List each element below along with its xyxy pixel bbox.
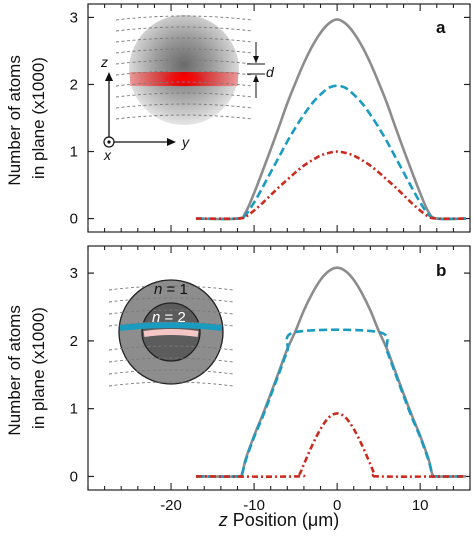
y-tick-label-a-2: 2 <box>70 76 78 93</box>
lattice-line-a-6 <box>115 81 253 87</box>
lattice-line-b-3 <box>108 321 234 327</box>
spacing-label: d <box>266 64 275 80</box>
y-tick-label-a-1: 1 <box>70 144 78 161</box>
lattice-line-b-6 <box>108 369 234 375</box>
inner-core-label-value: = 2 <box>160 309 185 326</box>
lattice-line-b-2 <box>108 309 234 315</box>
series-b-1 <box>195 328 466 478</box>
lattice-line-b-4 <box>108 345 234 351</box>
panel-b-ticks: 0 1 2 3 -20 -10 0 10 <box>70 246 471 514</box>
y-axis-label: y <box>181 134 190 150</box>
z-arrowhead-icon <box>105 72 113 81</box>
inner-core-label-var: n <box>152 309 160 326</box>
x-axis-dot-icon <box>107 140 111 144</box>
z-axis-label: z <box>100 54 108 70</box>
panel-b-letter: b <box>436 261 446 280</box>
lattice-line-a-0 <box>115 15 253 21</box>
x-tick-label-1: -10 <box>243 497 265 514</box>
lattice-line-a-9 <box>115 114 253 120</box>
panel-b-series <box>195 266 466 479</box>
lattice-line-a-8 <box>115 103 253 109</box>
panel-a-letter: a <box>436 18 446 37</box>
panel-b: 0 1 2 3 -20 -10 0 10 b Number of atoms in plane… <box>5 245 471 530</box>
spacing-arrowhead-down-icon <box>253 56 259 63</box>
series-a-2 <box>195 150 466 221</box>
lattice-line-a-7 <box>115 92 253 98</box>
lattice-line-a-5 <box>115 70 253 76</box>
lattice-line-b-1 <box>108 297 234 303</box>
panel-a-series <box>195 18 466 221</box>
y-tick-label-b-3: 3 <box>70 265 78 282</box>
y-tick-label-b-0: 0 <box>70 468 78 485</box>
y-tick-label-a-0: 0 <box>70 211 78 228</box>
inset-cloud: z y x d <box>100 15 275 163</box>
x-axis-label: x <box>103 147 112 163</box>
cloud-sphere <box>129 15 239 125</box>
outer-shell-label-value: = 1 <box>162 281 187 298</box>
pink-plane <box>143 329 199 337</box>
panel-b-ylabel: Number of atoms in plane (x1000) <box>5 300 48 435</box>
inner-core-label: n = 2 <box>152 309 186 326</box>
panel-a-ylabel-line1: Number of atoms <box>5 55 24 185</box>
panel-b-ylabel-line1: Number of atoms <box>5 305 24 435</box>
x-axis-title: z Position (μm) <box>218 510 339 530</box>
spacing-arrowhead-up-icon <box>253 75 259 82</box>
series-a-1 <box>195 84 466 221</box>
lattice-line-b-5 <box>108 357 234 363</box>
lattice-lines <box>115 15 253 120</box>
x-tick-label-3: 10 <box>412 497 429 514</box>
blue-plane <box>119 322 223 331</box>
y-arrowhead-icon <box>167 138 176 146</box>
lattice-line-a-4 <box>115 59 253 65</box>
y-tick-label-a-3: 3 <box>70 9 78 26</box>
y-tick-label-b-1: 1 <box>70 401 78 418</box>
cloud-red-center <box>162 71 206 87</box>
panel-a-ylabel: Number of atoms in plane (x1000) <box>5 50 48 185</box>
panel-a-frame <box>87 3 471 233</box>
lattice-line-a-2 <box>115 37 253 43</box>
series-b-2 <box>195 412 466 478</box>
lattice-line-b-7 <box>108 381 234 387</box>
series-b-0 <box>195 266 466 479</box>
y-tick-label-b-2: 2 <box>70 333 78 350</box>
panel-a-ylabel-line2: in plane (x1000) <box>29 57 48 179</box>
panel-b-frame <box>87 245 471 491</box>
x-tick-label-2: 0 <box>333 497 341 514</box>
x-tick-label-0: -20 <box>160 497 182 514</box>
outer-shell-label-var: n <box>154 281 162 298</box>
inset-shells: n = 1 n = 2 <box>108 279 234 387</box>
lattice-line-a-3 <box>115 48 253 54</box>
x-axis-title-rest: Position (μm) <box>228 510 339 530</box>
panel-b-ylabel-line2: in plane (x1000) <box>29 307 48 429</box>
lattice-lines-b <box>108 285 234 387</box>
lattice-line-b-0 <box>108 285 234 291</box>
panel-a-ticks: 0 1 2 3 <box>70 4 471 232</box>
series-a-0 <box>195 18 466 221</box>
outer-shell-label: n = 1 <box>154 281 188 298</box>
lattice-line-a-1 <box>115 26 253 32</box>
x-axis-title-var: z <box>218 510 228 530</box>
